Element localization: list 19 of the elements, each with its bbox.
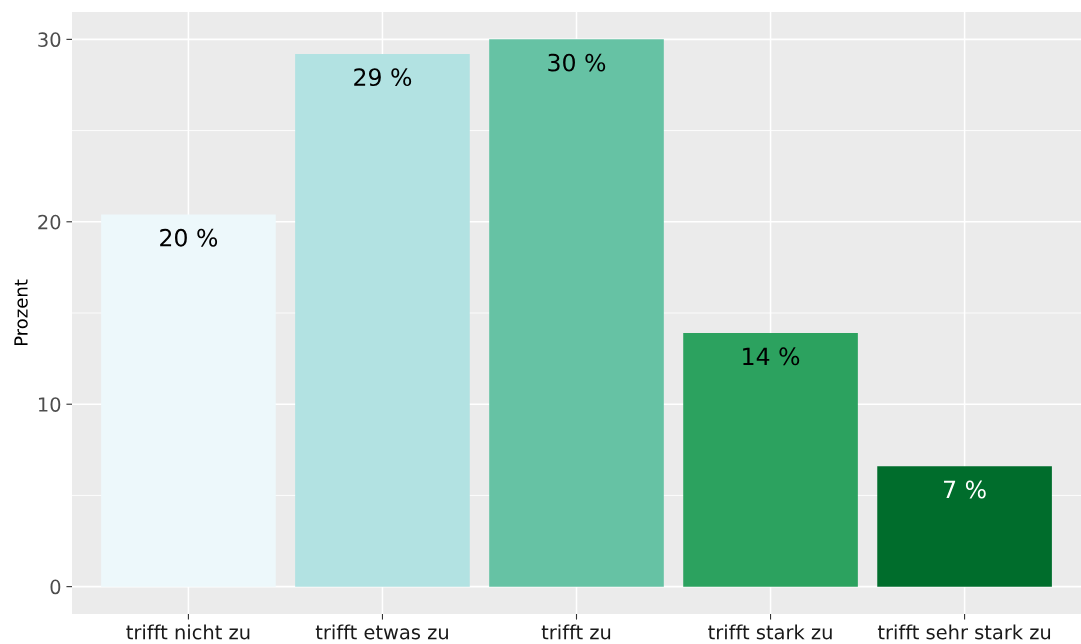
- data-label: 30 %: [548, 53, 606, 72]
- y-tick-label: 10: [38, 397, 61, 412]
- x-tick-label: trifft sehr stark zu: [877, 624, 1051, 640]
- x-tick-label: trifft nicht zu: [126, 624, 250, 640]
- y-axis-title: Prozent: [14, 279, 28, 346]
- bar: [489, 39, 664, 587]
- y-tick-label: 30: [38, 32, 61, 48]
- data-label: 29 %: [354, 68, 412, 87]
- data-label: 20 %: [160, 228, 218, 247]
- x-tick-label: trifft stark zu: [708, 624, 832, 640]
- x-tick-label: trifft etwas zu: [315, 624, 448, 640]
- bar: [295, 53, 470, 587]
- bar: [877, 466, 1052, 587]
- bar: [683, 333, 858, 587]
- data-label: 14 %: [743, 347, 800, 366]
- x-tick-label: trifft zu: [541, 624, 611, 640]
- y-tick-label: 20: [38, 214, 61, 230]
- data-label: 7 %: [944, 480, 986, 499]
- y-tick-label: 0: [50, 579, 61, 595]
